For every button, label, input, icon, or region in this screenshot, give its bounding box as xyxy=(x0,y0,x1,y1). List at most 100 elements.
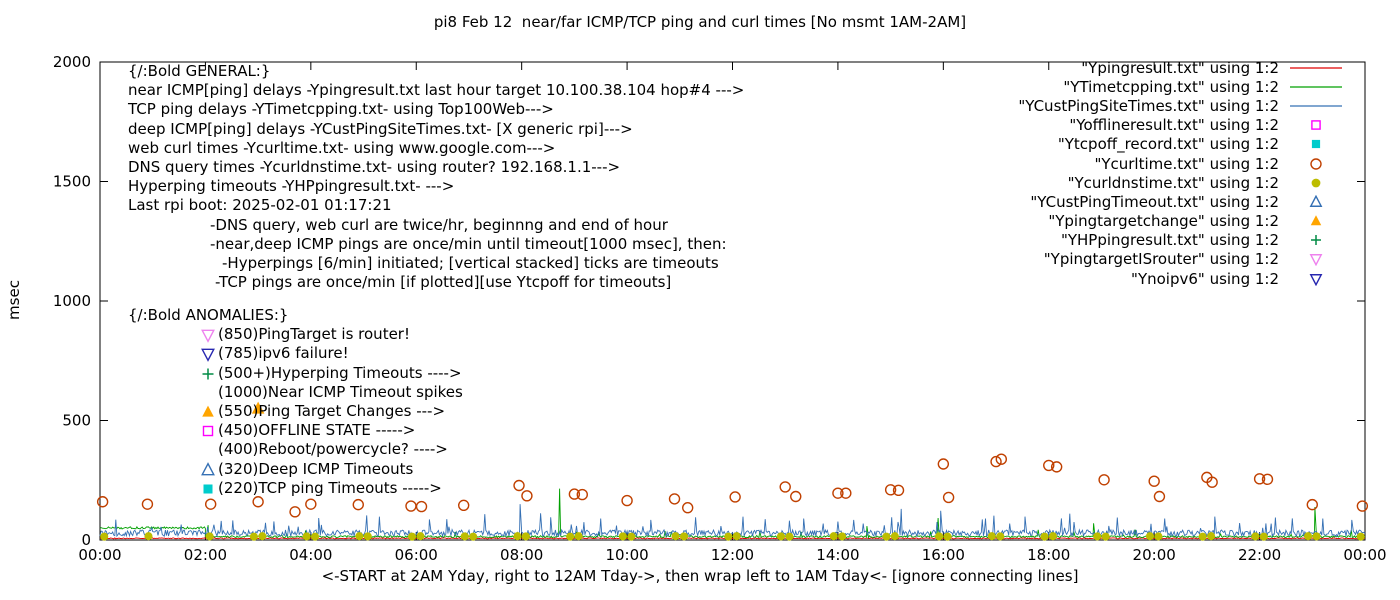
circle-open-marker xyxy=(892,484,905,496)
chart-title: pi8 Feb 12 near/far ICMP/TCP ping and cu… xyxy=(433,13,967,31)
legend-row-Ypingresult: "Ypingresult.txt" using 1:2 xyxy=(1018,58,1347,77)
x-tick-label: 00:00 xyxy=(1343,546,1386,564)
circle-filled-marker xyxy=(732,532,741,541)
circle-filled-marker xyxy=(785,532,794,541)
circle-filled-marker xyxy=(574,532,583,541)
triangle-up-filled-marker xyxy=(251,401,265,414)
legend-sample-YCustPingSiteTimes xyxy=(1285,99,1347,113)
general-note-line: -TCP pings are once/min [if plotted][use… xyxy=(215,273,672,292)
circle-filled-marker xyxy=(776,532,786,541)
triangle-up-filled-marker xyxy=(202,405,214,417)
square-open-icon xyxy=(202,425,214,437)
circle-filled-marker xyxy=(144,532,153,541)
circle-open-marker xyxy=(352,498,364,511)
anomaly-text: (450)OFFLINE STATE -----> xyxy=(218,421,416,440)
circle-filled-marker xyxy=(882,532,891,541)
anomaly-item: (400)Reboot/powercycle? ----> xyxy=(128,440,448,459)
anomaly-item: (450)OFFLINE STATE -----> xyxy=(128,421,415,440)
legend-label: "Ytcpoff_record.txt" using 1:2 xyxy=(1057,135,1279,154)
circle-open-marker xyxy=(1206,476,1218,488)
legend-sample-Ycurldnstime xyxy=(1285,176,1347,190)
circle-filled-marker xyxy=(987,532,996,541)
circle-open-marker xyxy=(289,506,301,518)
x-tick-label: 22:00 xyxy=(1238,546,1281,564)
legend-sample-Ycurltime xyxy=(1285,157,1347,171)
triangle-down-open-icon xyxy=(201,329,215,344)
circle-open-marker xyxy=(576,488,588,501)
general-note-line: near ICMP[ping] delays -Ypingresult.txt … xyxy=(128,81,745,100)
circle-filled-marker xyxy=(407,532,417,541)
circle-open-marker xyxy=(1356,500,1369,512)
legend-row-YHPpingresult: "YHPpingresult.txt" using 1:2 xyxy=(1018,231,1347,250)
triangle-up-filled-icon xyxy=(1310,215,1322,226)
legend-sample-Ynoipv6 xyxy=(1285,272,1347,286)
circle-open-marker xyxy=(1253,473,1266,485)
y-tick-label: 2000 xyxy=(53,53,91,71)
circle-open-marker xyxy=(1098,474,1110,486)
circle-open-marker xyxy=(568,488,581,500)
triangle-down-open-marker xyxy=(1309,254,1323,267)
circle-filled-marker xyxy=(1198,532,1207,541)
circle-filled-marker xyxy=(1145,532,1154,541)
legend-row-YpingtargetISrouter: "YpingtargetISrouter" using 1:2 xyxy=(1018,250,1347,269)
legend-row-Yofflineresult: "Yofflineresult.txt" using 1:2 xyxy=(1018,116,1347,135)
circle-open-marker xyxy=(779,481,791,493)
square-filled-icon xyxy=(1311,140,1321,149)
plus-marker xyxy=(202,368,214,380)
triangle-down-open-marker xyxy=(1309,273,1323,286)
triangle-up-open-icon xyxy=(201,461,215,475)
circle-filled-marker xyxy=(679,532,689,541)
circle-filled-marker xyxy=(258,532,267,541)
square-open-icon xyxy=(200,423,216,439)
triangle-down-open-icon xyxy=(200,327,216,344)
general-note-line: -DNS query, web curl are twice/hr, begin… xyxy=(210,215,668,234)
circle-filled-marker xyxy=(249,532,258,541)
anomaly-item: (1000)Near ICMP Timeout spikes xyxy=(128,383,463,402)
circle-filled-marker xyxy=(890,532,899,541)
triangle-down-open-marker xyxy=(201,329,215,344)
square-open-marker xyxy=(202,425,214,437)
x-tick-label: 04:00 xyxy=(289,546,332,564)
legend-row-Ycurltime: "Ycurltime.txt" using 1:2 xyxy=(1018,154,1347,173)
circle-open-marker xyxy=(141,498,154,510)
anomaly-text: (320)Deep ICMP Timeouts xyxy=(218,459,414,478)
circle-open-marker xyxy=(840,487,852,499)
series-line-YCustPingSiteTimes xyxy=(99,504,1366,538)
circle-open-marker xyxy=(884,484,897,496)
legend-row-Ypingtargetchange: "Ypingtargetchange" using 1:2 xyxy=(1018,212,1347,231)
legend-sample-YCustPingTimeout xyxy=(1285,194,1347,209)
x-tick-label: 16:00 xyxy=(922,546,965,564)
legend-sample-Yofflineresult xyxy=(1285,118,1347,132)
x-tick-label: 12:00 xyxy=(711,546,754,564)
legend-label: "YpingtargetISrouter" using 1:2 xyxy=(1043,250,1279,269)
anomaly-item: (785)ipv6 failure! xyxy=(128,344,349,363)
general-note-line: -near,deep ICMP pings are once/min until… xyxy=(210,234,727,253)
triangle-down-open-icon xyxy=(200,346,216,363)
anomaly-text: (500+)Hyperping Timeouts ----> xyxy=(218,363,462,382)
circle-filled-marker xyxy=(469,532,478,541)
circle-filled-marker xyxy=(829,532,838,541)
anomaly-item: (500+)Hyperping Timeouts ----> xyxy=(128,364,462,383)
circle-open-marker xyxy=(405,500,417,512)
anomaly-text: (400)Reboot/powercycle? ----> xyxy=(218,440,448,459)
plus-icon xyxy=(200,366,216,382)
circle-filled-marker xyxy=(1304,532,1313,541)
circle-open-marker xyxy=(415,500,428,513)
circle-open-marker xyxy=(1043,459,1055,472)
plus-icon xyxy=(1311,235,1321,246)
line-icon xyxy=(1290,105,1342,107)
circle-open-marker xyxy=(990,455,1002,468)
circle-filled-marker xyxy=(1259,532,1268,541)
legend-label: "Ycurldnstime.txt" using 1:2 xyxy=(1067,173,1279,192)
circle-filled-marker xyxy=(363,532,372,541)
general-note-line: -Hyperpings [6/min] initiated; [vertical… xyxy=(222,253,719,272)
circle-filled-marker xyxy=(618,532,627,541)
triangle-up-filled-marker xyxy=(1310,215,1322,226)
y-tick-label: 1500 xyxy=(53,173,91,191)
legend-label: "Ynoipv6" using 1:2 xyxy=(1131,269,1279,288)
legend-sample-YpingtargetISrouter xyxy=(1285,252,1347,267)
circle-filled-marker xyxy=(1312,532,1321,541)
circle-filled-marker xyxy=(1207,532,1216,541)
circle-open-marker xyxy=(832,487,844,499)
